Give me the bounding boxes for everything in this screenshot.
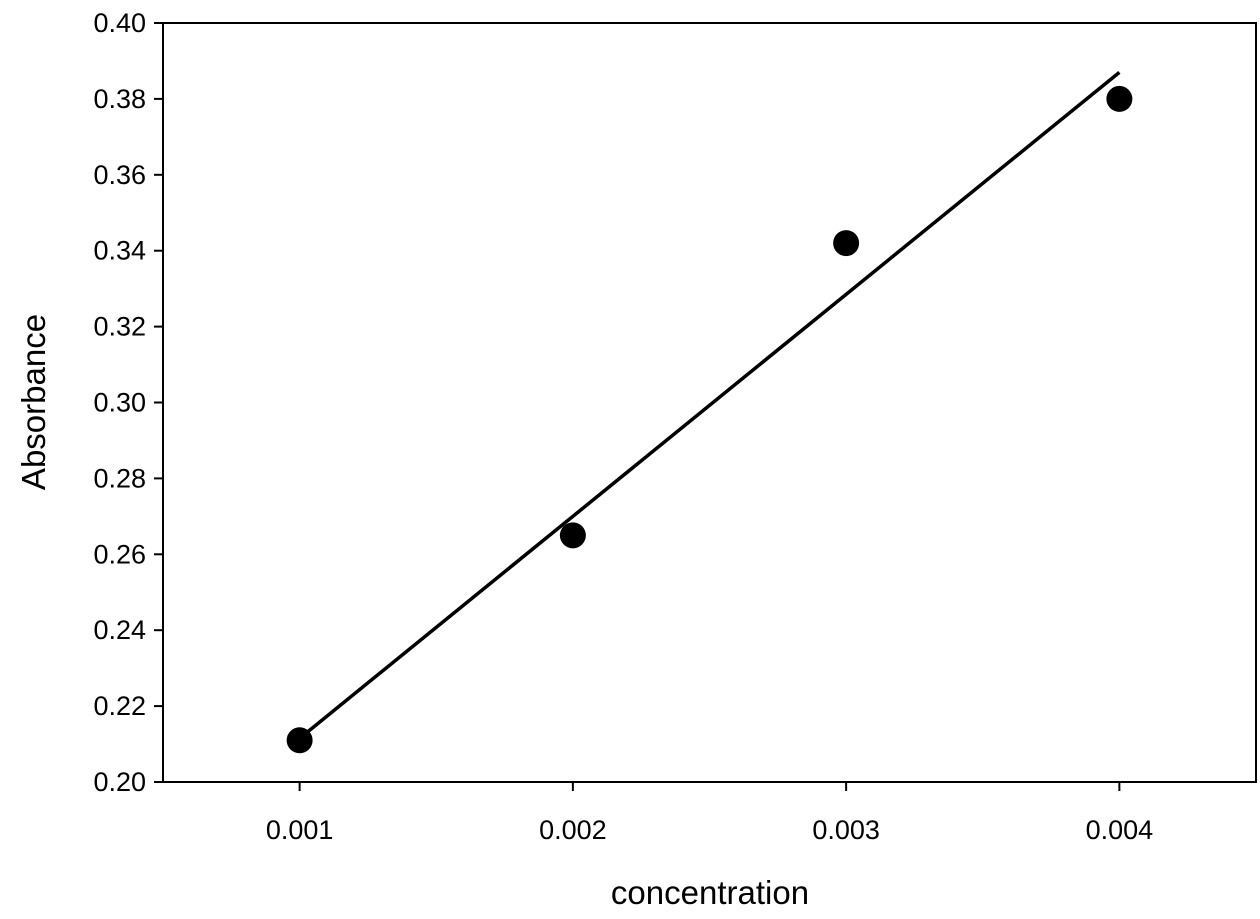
data-point bbox=[286, 727, 313, 754]
y-tick-label: 0.34 bbox=[93, 236, 146, 266]
y-tick-label: 0.20 bbox=[93, 767, 146, 797]
y-tick-label: 0.26 bbox=[93, 539, 146, 569]
fit-line-layer bbox=[298, 70, 1121, 740]
y-axis-title: Absorbance bbox=[15, 314, 52, 490]
data-point bbox=[1106, 85, 1133, 112]
y-tick-label: 0.28 bbox=[93, 463, 146, 493]
data-point bbox=[559, 522, 586, 549]
y-tick-label: 0.36 bbox=[93, 160, 146, 190]
y-tick-label: 0.38 bbox=[93, 84, 146, 114]
data-point bbox=[833, 230, 860, 257]
plot-frame bbox=[162, 22, 1257, 783]
y-tick-label: 0.32 bbox=[93, 312, 146, 342]
x-axis-title: concentration bbox=[611, 874, 809, 911]
x-axis-ticks: 0.001 0.002 0.003 0.004 bbox=[266, 782, 1153, 845]
y-tick-label: 0.30 bbox=[93, 388, 146, 418]
y-tick-label: 0.40 bbox=[93, 8, 146, 38]
x-tick-label: 0.002 bbox=[539, 815, 607, 845]
linear-fit-line bbox=[298, 70, 1121, 740]
x-tick-label: 0.003 bbox=[812, 815, 880, 845]
x-tick-label: 0.001 bbox=[266, 815, 334, 845]
y-tick-label: 0.24 bbox=[93, 615, 146, 645]
data-points-layer bbox=[286, 85, 1133, 754]
y-tick-label: 0.22 bbox=[93, 691, 146, 721]
x-tick-label: 0.004 bbox=[1086, 815, 1154, 845]
y-axis-ticks: 0.20 0.22 0.24 0.26 0.28 0.30 0.32 0.34 0.36 0.38… bbox=[93, 8, 163, 797]
